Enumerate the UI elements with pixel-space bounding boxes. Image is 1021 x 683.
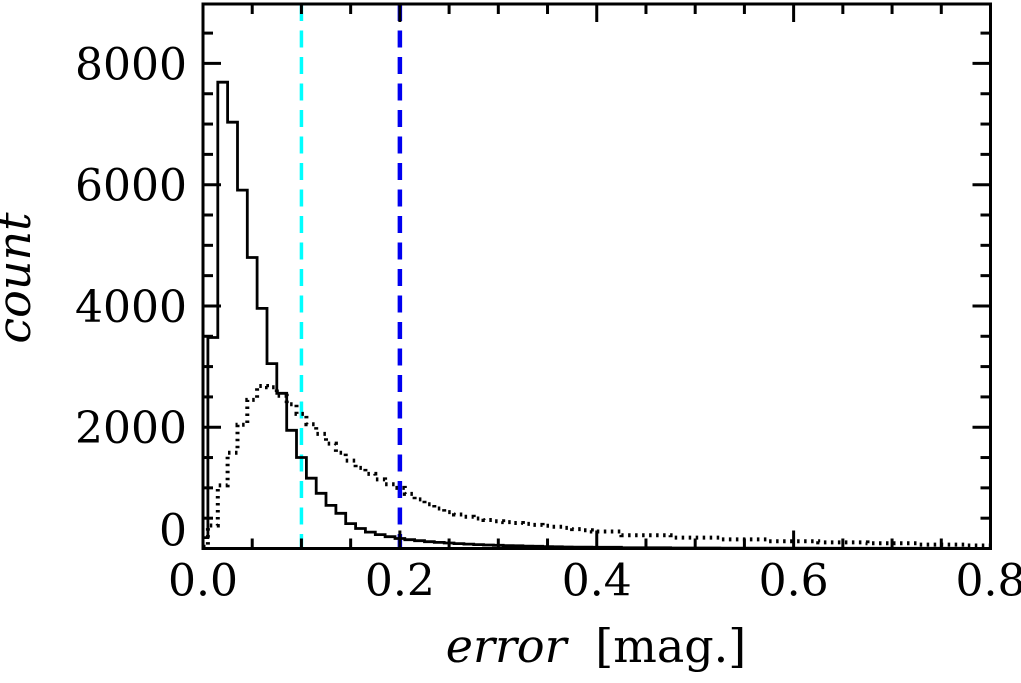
solid-histogram-line — [203, 80, 991, 550]
x-tick-label: 0.2 — [365, 556, 435, 607]
tick-labels-layer: 0 2000 4000 6000 8000 0.0 0.2 0.4 0.6 0.8 — [75, 39, 1021, 606]
y-tick-label: 8000 — [75, 39, 187, 90]
x-tick-label: 0.8 — [956, 556, 1021, 607]
x-tick-label: 0.0 — [168, 556, 238, 607]
x-tick-label: 0.4 — [562, 556, 632, 607]
series-layer — [203, 80, 991, 550]
y-tick-label: 2000 — [75, 403, 187, 454]
dotted-histogram-line — [203, 384, 991, 549]
x-tick-label: 0.6 — [759, 556, 829, 607]
x-axis-label-unit: [mag.] — [595, 619, 746, 673]
y-tick-label: 0 — [159, 506, 187, 557]
y-tick-label: 4000 — [75, 282, 187, 333]
x-axis-label-name: error — [446, 619, 570, 673]
plot-frame — [201, 2, 992, 550]
reference-lines-layer — [299, 4, 403, 549]
y-tick-label: 6000 — [75, 161, 187, 212]
axes-layer — [201, 2, 992, 550]
y-axis-label: count — [0, 212, 41, 344]
x-axis-label: error [mag.] — [446, 619, 747, 673]
